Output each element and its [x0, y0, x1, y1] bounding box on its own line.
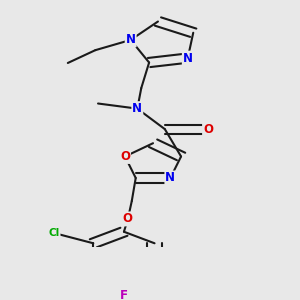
Text: O: O	[203, 123, 213, 136]
Text: F: F	[120, 289, 128, 300]
Text: O: O	[123, 212, 133, 225]
Text: N: N	[165, 172, 176, 184]
Text: Cl: Cl	[48, 228, 60, 238]
Text: N: N	[132, 102, 142, 115]
Text: O: O	[120, 150, 130, 163]
Text: N: N	[126, 33, 136, 46]
Text: N: N	[183, 52, 193, 64]
